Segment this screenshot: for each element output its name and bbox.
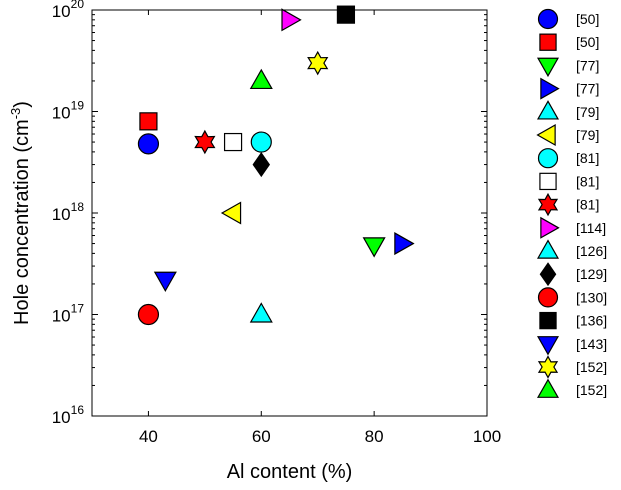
legend-item: [143] xyxy=(536,336,607,356)
data-point-triangle-right xyxy=(281,8,302,32)
legend-marker-circle xyxy=(537,148,559,169)
y-tick-exponent: 18 xyxy=(71,200,85,214)
legend-marker-square xyxy=(539,311,557,330)
legend-item: [50] xyxy=(539,33,599,51)
y-axis-title: Hole concentration (cm-3) xyxy=(8,101,33,325)
legend-marker-triangle-down xyxy=(536,336,560,356)
data-point-square xyxy=(139,112,158,131)
legend-label: [79] xyxy=(576,104,599,120)
legend-item: [129] xyxy=(539,262,607,287)
legend-label: [129] xyxy=(576,266,607,282)
legend-label: [114] xyxy=(576,220,606,236)
legend-marker-triangle-up xyxy=(536,378,560,398)
x-axis: 40 60 80 100 xyxy=(139,10,501,446)
y-tick-exponent: 19 xyxy=(71,99,85,113)
legend-label: [50] xyxy=(576,11,599,27)
legend-marker-triangle-down xyxy=(536,57,560,78)
data-point-hexagram xyxy=(194,129,216,155)
legend-item: [79] xyxy=(536,100,599,120)
y-tick-base: 10 xyxy=(52,205,71,224)
legend-label: [130] xyxy=(576,289,607,305)
y-tick-base: 10 xyxy=(52,307,71,326)
legend-label: [79] xyxy=(576,127,599,143)
y-tick-exponent: 20 xyxy=(71,0,85,11)
legend-marker-triangle-right xyxy=(540,77,560,100)
y-axis-title-superscript: -3 xyxy=(8,108,23,120)
legend-item: [77] xyxy=(536,57,599,78)
y-tick-base: 10 xyxy=(52,408,71,427)
data-point-square xyxy=(223,132,243,152)
y-tick-label: 1016 xyxy=(52,403,85,427)
legend-marker-triangle-up xyxy=(536,239,560,259)
x-tick-label: 40 xyxy=(139,427,158,446)
plot-frame xyxy=(91,9,488,417)
y-axis-title-text: Hole concentration (cm xyxy=(11,119,33,325)
legend-marker-hexagram xyxy=(537,355,559,379)
legend-label: [77] xyxy=(576,57,599,73)
legend-marker-triangle-right xyxy=(540,216,560,239)
data-point-triangle-down xyxy=(153,271,177,292)
data-point-triangle-up xyxy=(249,302,273,323)
y-tick-label: 1019 xyxy=(52,99,85,123)
data-point-square xyxy=(336,5,356,24)
legend-item: [152] xyxy=(536,378,607,398)
legend: [50] [50] [77] [77] [79] [79] [81] [81] [81] [114… xyxy=(536,8,607,398)
legend-marker-hexagram xyxy=(537,192,559,217)
legend-marker-circle xyxy=(537,8,559,30)
legend-item: [81] xyxy=(537,148,599,169)
data-point-circle xyxy=(137,133,160,155)
axes xyxy=(91,9,488,417)
data-point-triangle-left xyxy=(220,201,242,225)
legend-marker-triangle-left xyxy=(536,123,556,147)
legend-item: [79] xyxy=(536,123,599,147)
x-tick-label: 80 xyxy=(365,427,384,446)
legend-label: [152] xyxy=(576,382,607,398)
legend-label: [81] xyxy=(576,150,599,166)
legend-label: [50] xyxy=(576,34,599,50)
legend-label: [143] xyxy=(576,336,607,352)
x-tick-label: 60 xyxy=(252,427,271,446)
legend-item: [50] xyxy=(537,8,599,30)
legend-item: [81] xyxy=(537,192,599,217)
y-tick-label: 1020 xyxy=(52,0,85,21)
data-point-triangle-right xyxy=(394,232,415,256)
legend-label: [81] xyxy=(576,173,599,189)
x-axis-title: Al content (%) xyxy=(227,461,353,483)
data-point-diamond xyxy=(252,152,271,178)
plot-area xyxy=(137,5,415,326)
y-tick-label: 1018 xyxy=(52,200,85,224)
legend-marker-diamond xyxy=(539,262,557,287)
data-point-circle xyxy=(250,131,272,153)
legend-label: [81] xyxy=(576,197,599,213)
legend-marker-square xyxy=(539,33,557,51)
legend-item: [81] xyxy=(539,172,599,191)
legend-item: [152] xyxy=(537,355,607,379)
legend-marker-square xyxy=(539,172,557,191)
legend-item: [126] xyxy=(536,239,607,259)
legend-label: [77] xyxy=(576,81,599,97)
legend-label: [136] xyxy=(576,313,607,329)
legend-label: [126] xyxy=(576,243,607,259)
data-point-circle xyxy=(137,303,160,326)
data-point-triangle-up xyxy=(249,68,273,90)
y-axis-title-suffix: ) xyxy=(11,101,33,108)
legend-item: [136] xyxy=(539,311,607,330)
data-point-hexagram xyxy=(307,50,329,76)
legend-marker-triangle-up xyxy=(536,100,560,120)
legend-item: [77] xyxy=(540,77,599,100)
y-tick-base: 10 xyxy=(52,104,71,123)
legend-item: [130] xyxy=(537,287,607,308)
y-tick-exponent: 17 xyxy=(71,302,85,316)
legend-label: [152] xyxy=(576,359,607,375)
y-tick-label: 1017 xyxy=(52,302,85,326)
y-tick-base: 10 xyxy=(52,2,71,21)
legend-marker-circle xyxy=(537,287,559,308)
x-tick-label: 100 xyxy=(473,427,501,446)
data-point-triangle-down xyxy=(362,237,386,258)
y-tick-exponent: 16 xyxy=(71,403,85,417)
legend-item: [114] xyxy=(540,216,606,239)
